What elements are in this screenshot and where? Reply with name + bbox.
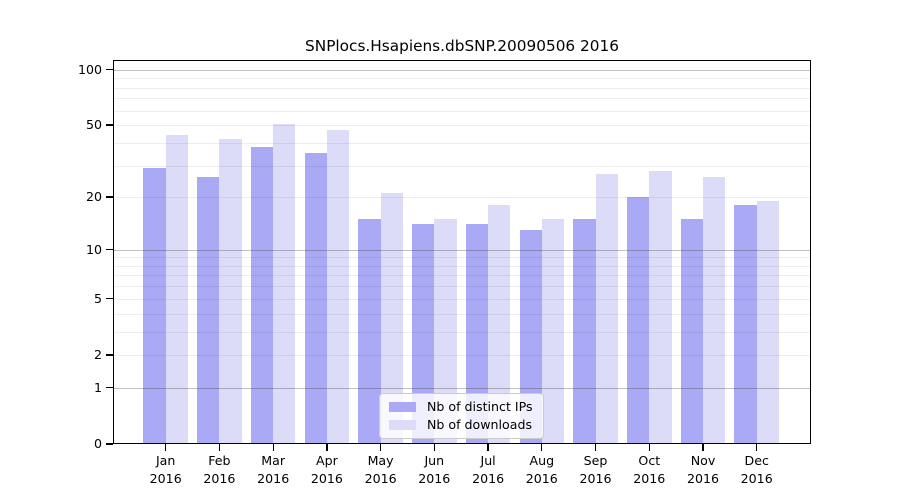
y-tick-label: 5 [93, 290, 102, 306]
bar-jul-downloads [488, 205, 511, 444]
legend-label-distinct-ips: Nb of distinct IPs [427, 399, 533, 414]
x-tick-mark [702, 444, 704, 451]
x-tick-label-jan: Jan 2016 [149, 453, 182, 486]
y-tick-label: 100 [77, 61, 102, 77]
y-tick-mark [106, 443, 113, 445]
x-tick-label-jul: Jul 2016 [472, 453, 505, 486]
bar-jul-distinct-ips [465, 224, 489, 444]
x-tick-mark [433, 444, 435, 451]
y-tick-mark [106, 124, 113, 126]
bar-dec-distinct-ips [734, 205, 757, 444]
y-tick-mark [106, 387, 113, 389]
y-tick-label: 10 [85, 241, 102, 257]
x-tick-label-may: May 2016 [364, 453, 397, 486]
x-tick-mark [218, 444, 221, 451]
legend-swatch-distinct-ips-icon [389, 402, 416, 412]
bar-apr-distinct-ips [304, 153, 327, 444]
x-tick-label-jun: Jun 2016 [418, 453, 451, 486]
bar-jun-downloads [434, 219, 457, 444]
y-tick-label: 20 [85, 189, 102, 205]
x-tick-mark [379, 444, 382, 451]
bars-layer [113, 60, 811, 444]
y-tick-label: 1 [93, 379, 102, 395]
y-tick-label: 2 [93, 346, 102, 362]
x-tick-label-nov: Nov 2016 [686, 453, 720, 486]
bar-jan-downloads [165, 135, 188, 444]
y-tick-mark [106, 248, 113, 251]
x-tick-mark [648, 444, 650, 451]
bar-dec-downloads [756, 201, 780, 444]
y-tick-label: 50 [85, 117, 102, 133]
x-tick-label-oct: Oct 2016 [633, 453, 666, 486]
x-tick-mark [272, 444, 274, 451]
bar-nov-downloads [703, 176, 726, 444]
x-tick-mark [165, 444, 167, 451]
bar-oct-downloads [649, 170, 672, 444]
legend-swatch-downloads-icon [389, 420, 416, 430]
x-tick-label-apr: Apr 2016 [310, 453, 343, 486]
chart-title: SNPlocs.Hsapiens.dbSNP.20090506 2016 [305, 37, 619, 55]
y-tick-mark [106, 196, 113, 198]
y-tick-mark [106, 69, 113, 71]
y-tick-label: 0 [93, 436, 102, 451]
legend-row-distinct-ips: Nb of distinct IPs [389, 400, 533, 414]
x-tick-mark [541, 444, 543, 451]
bar-may-distinct-ips [358, 219, 381, 444]
bar-sep-distinct-ips [573, 219, 596, 444]
x-tick-label-sep: Sep 2016 [579, 453, 612, 486]
y-tick-mark [106, 298, 113, 300]
x-tick-label-feb: Feb 2016 [203, 453, 236, 486]
x-tick-mark [487, 444, 489, 451]
bar-feb-downloads [219, 138, 242, 444]
plot-area [113, 60, 811, 444]
x-tick-mark [594, 444, 597, 451]
bar-apr-downloads [326, 130, 350, 444]
x-tick-mark [326, 444, 328, 451]
bar-aug-distinct-ips [519, 230, 542, 444]
bar-aug-downloads [541, 219, 565, 444]
legend-row-downloads: Nb of downloads [389, 418, 533, 432]
bar-may-downloads [380, 193, 403, 444]
x-tick-label-aug: Aug 2016 [525, 453, 558, 486]
bar-mar-downloads [273, 123, 296, 444]
x-tick-mark [756, 444, 758, 451]
bar-sep-downloads [595, 173, 618, 444]
legend: Nb of distinct IPs Nb of downloads [379, 393, 544, 439]
bar-nov-distinct-ips [680, 219, 703, 444]
x-tick-label-mar: Mar 2016 [257, 453, 290, 486]
bar-mar-distinct-ips [250, 146, 274, 444]
bar-oct-distinct-ips [626, 197, 650, 444]
x-tick-label-dec: Dec 2016 [740, 453, 773, 486]
bar-jun-distinct-ips [412, 224, 435, 444]
y-tick-mark [106, 354, 113, 356]
legend-label-downloads: Nb of downloads [427, 417, 533, 432]
bar-feb-distinct-ips [197, 176, 220, 444]
bar-jan-distinct-ips [143, 168, 166, 444]
